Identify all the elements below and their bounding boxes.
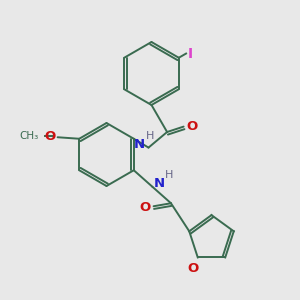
- Text: N: N: [154, 177, 165, 190]
- Text: CH₃: CH₃: [20, 131, 39, 141]
- Text: O: O: [187, 262, 199, 275]
- Text: N: N: [134, 137, 145, 151]
- Text: O: O: [187, 120, 198, 133]
- Text: H: H: [165, 170, 174, 180]
- Text: H: H: [146, 131, 154, 141]
- Text: I: I: [187, 46, 192, 61]
- Text: O: O: [45, 130, 56, 142]
- Text: O: O: [139, 201, 151, 214]
